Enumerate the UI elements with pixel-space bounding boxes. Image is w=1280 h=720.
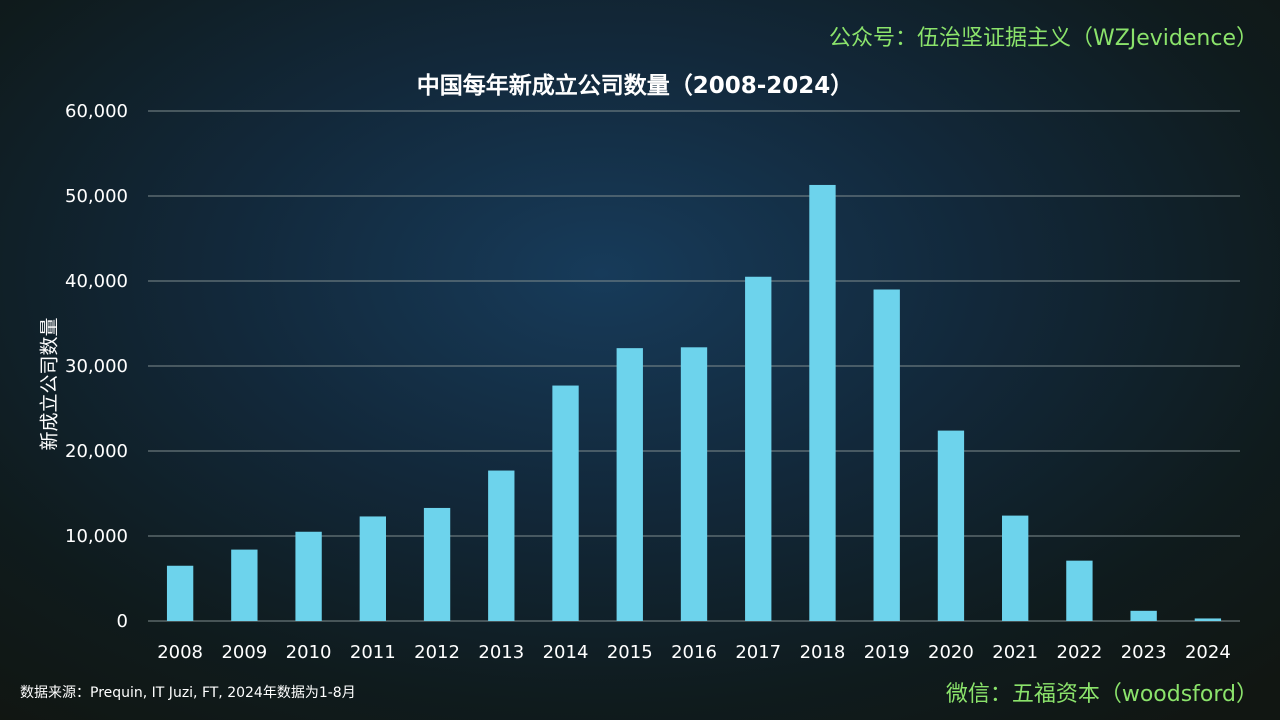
- y-tick-label: 40,000: [65, 271, 128, 292]
- x-tick-label: 2024: [1185, 642, 1231, 663]
- source-note: 数据来源：Prequin, IT Juzi, FT, 2024年数据为1-8月: [20, 685, 356, 701]
- bar-2015: [616, 348, 643, 621]
- x-tick-label: 2022: [1057, 642, 1103, 663]
- bar-2021: [1002, 515, 1029, 621]
- bar-2019: [873, 289, 900, 621]
- x-axis-ticks: 2008 2009 2010 2011 2012 2013 2014 2015 2016 2017…: [157, 642, 1231, 663]
- x-tick-label: 2010: [286, 642, 332, 663]
- y-tick-label: 0: [117, 611, 128, 632]
- x-tick-label: 2008: [157, 642, 203, 663]
- bar-2020: [937, 430, 965, 621]
- x-tick-label: 2014: [543, 642, 589, 663]
- x-tick-label: 2018: [800, 642, 846, 663]
- bar-2009: [231, 549, 258, 621]
- x-tick-label: 2009: [221, 642, 267, 663]
- x-tick-label: 2017: [735, 642, 781, 663]
- chart-title: 中国每年新成立公司数量（2008-2024）: [416, 73, 854, 99]
- x-tick-label: 2011: [350, 642, 396, 663]
- bar-2014: [552, 385, 579, 621]
- bar-2012: [423, 507, 451, 621]
- x-tick-label: 2019: [864, 642, 910, 663]
- x-tick-label: 2023: [1121, 642, 1167, 663]
- x-tick-label: 2021: [992, 642, 1038, 663]
- bar-2024: [1194, 618, 1222, 621]
- bar-2008: [166, 565, 194, 621]
- bars: [166, 184, 1222, 621]
- bar-2010: [295, 531, 322, 621]
- bar-2013: [488, 470, 515, 621]
- bar-2023: [1130, 610, 1157, 621]
- y-axis-label: 新成立公司数量: [38, 317, 61, 451]
- watermark-wechat-account: 公众号：伍治坚证据主义（WZJevidence）: [828, 26, 1258, 51]
- bar-2011: [359, 516, 386, 621]
- y-tick-label: 60,000: [65, 101, 128, 122]
- y-tick-label: 30,000: [65, 356, 128, 377]
- bar-2016: [680, 347, 708, 621]
- y-axis-ticks: 0 10,000 20,000 30,000 40,000 50,000 60,000: [65, 101, 128, 632]
- x-tick-label: 2015: [607, 642, 653, 663]
- bar-2017: [745, 276, 772, 621]
- x-tick-label: 2013: [478, 642, 524, 663]
- x-tick-label: 2012: [414, 642, 460, 663]
- x-tick-label: 2020: [928, 642, 974, 663]
- watermark-wechat-id: 微信：五福资本（woodsford）: [945, 682, 1258, 707]
- bar-2018: [809, 184, 836, 621]
- y-tick-label: 10,000: [65, 526, 128, 547]
- y-tick-label: 50,000: [65, 186, 128, 207]
- bar-2022: [1066, 560, 1093, 621]
- x-tick-label: 2016: [671, 642, 717, 663]
- y-tick-label: 20,000: [65, 441, 128, 462]
